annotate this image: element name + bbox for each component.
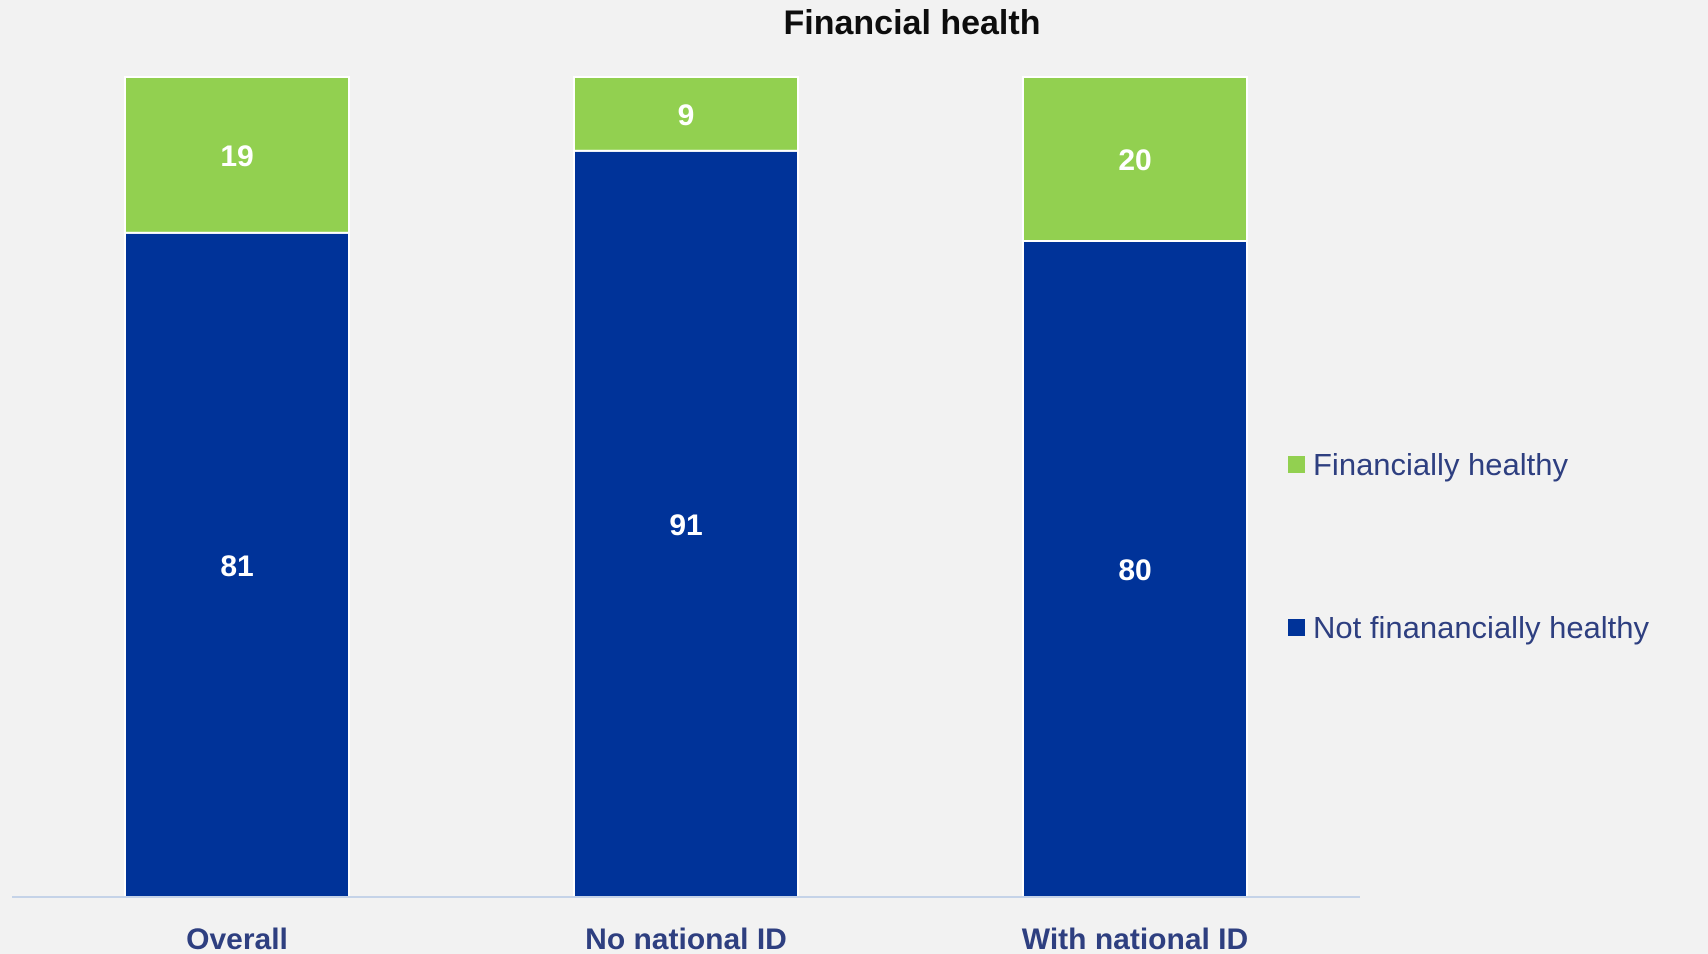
bar-overall-financially-healthy	[124, 76, 350, 234]
legend: Financially healthy Not finanancially hea…	[1288, 447, 1650, 645]
category-labels: Overall No national ID With national ID	[186, 923, 1248, 954]
bar-with-national-id-financially-healthy	[1022, 76, 1248, 242]
data-label-no-national-id-financially-healthy: 9	[678, 99, 695, 132]
category-label-no-national-id: No national ID	[585, 923, 787, 954]
data-label-overall-financially-healthy: 19	[220, 140, 253, 173]
bar-overall-not-finanancially-healthy	[124, 231, 350, 899]
legend-swatch-not-finanancially-healthy	[1288, 619, 1305, 636]
legend-swatch-financially-healthy	[1288, 456, 1305, 473]
data-label-overall-not-finanancially-healthy: 81	[220, 550, 253, 583]
bar-with-national-id-not-finanancially-healthy	[1022, 240, 1248, 898]
legend-label-not-finanancially-healthy: Not finanancially healthy	[1313, 610, 1650, 645]
legend-label-financially-healthy: Financially healthy	[1313, 447, 1569, 482]
chart-title: Financial health	[784, 4, 1041, 42]
bar-no-national-id-financially-healthy	[573, 76, 799, 152]
bars-group: 81 19 91 9 80 20	[124, 76, 1248, 899]
data-label-with-national-id-not-finanancially-healthy: 80	[1118, 554, 1151, 587]
data-label-with-national-id-financially-healthy: 20	[1118, 144, 1151, 177]
category-label-overall: Overall	[186, 923, 288, 954]
data-label-no-national-id-not-finanancially-healthy: 91	[669, 509, 702, 542]
category-label-with-national-id: With national ID	[1022, 923, 1248, 954]
